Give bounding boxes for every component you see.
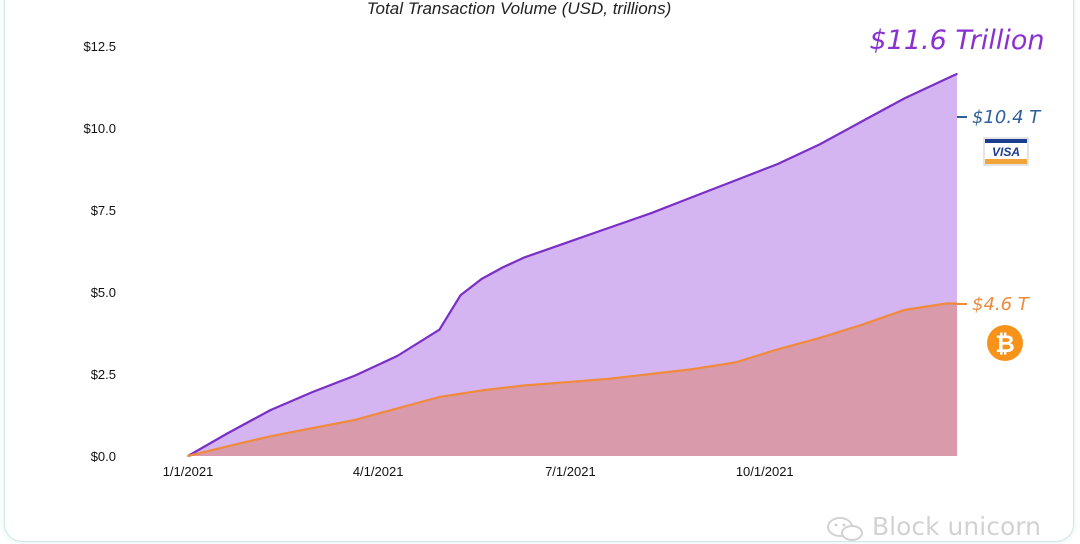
bitcoin-icon: ₿ [987,325,1023,361]
data-point-bitcoin [227,445,229,448]
data-point-bitcoin [354,419,356,421]
data-point-visa [818,143,821,146]
data-point-bitcoin [311,427,314,429]
y-tick-label: $0.0 [91,449,116,464]
data-point-bitcoin [649,373,652,375]
svg-text:VISA: VISA [992,145,1020,159]
data-point-visa [502,266,504,269]
y-tick-label: $2.5 [91,367,116,382]
data-point-visa [734,179,736,182]
x-tick-label: 7/1/2021 [545,464,596,479]
y-tick-label: $5.0 [91,285,116,300]
data-point-visa [565,242,567,244]
data-point-bitcoin [396,407,399,410]
data-point-bitcoin [945,302,948,305]
data-point-visa [269,409,272,411]
data-point-bitcoin [903,309,905,311]
y-tick-label: $10.0 [83,121,116,136]
data-point-visa [396,355,399,357]
data-point-visa [692,196,694,198]
series-area-bitcoin [188,303,957,456]
x-tick-label: 1/1/2021 [163,464,214,479]
data-point-visa [523,256,525,259]
visa-total-label: $11.6 Trillion [869,25,1044,56]
data-point-bitcoin [565,381,567,384]
x-tick-label: 10/1/2021 [736,464,794,479]
y-tick-label: $12.5 [83,39,116,54]
x-tick-label: 4/1/2021 [353,464,404,479]
visa-icon: VISA [983,137,1029,166]
visa-end-marker: $10.4 T [972,107,1042,128]
data-point-visa [861,120,863,123]
y-axis: $0.0 $2.5 $5.0 $7.5 $10.0 $12.5 [83,39,116,464]
data-point-visa [903,97,905,100]
data-point-visa [776,163,779,165]
data-point-visa [649,212,652,215]
data-point-bitcoin [734,361,736,364]
data-point-visa [438,328,441,331]
data-point-bitcoin [480,389,483,392]
chart-title: Total Transaction Volume (USD, trillions… [367,0,672,18]
data-point-visa [459,294,462,297]
data-point-bitcoin [269,435,272,438]
data-point-bitcoin [692,368,694,370]
data-point-bitcoin [187,455,189,457]
series-line-visa [187,72,958,457]
data-point-visa [945,78,948,80]
svg-text:₿: ₿ [995,330,1015,358]
data-point-bitcoin [861,324,863,326]
wechat-icon [827,517,863,541]
data-point-bitcoin [776,348,779,351]
data-point-visa [227,432,229,434]
data-point-visa [354,374,356,377]
watermark: Block unicorn [872,512,1041,541]
x-axis: 1/1/2021 4/1/2021 7/1/2021 10/1/2021 [163,464,794,479]
data-point-bitcoin [607,378,610,380]
y-tick-label: $7.5 [91,203,116,218]
data-point-visa [311,391,314,393]
data-point-visa [956,73,958,75]
data-point-bitcoin [818,337,821,339]
bitcoin-end-marker: $4.6 T [972,294,1031,315]
plot-area [187,72,958,458]
series-line-bitcoin [187,302,957,458]
data-point-visa [480,278,483,280]
data-point-bitcoin [438,396,441,398]
data-point-bitcoin [523,384,525,387]
data-point-visa [607,227,610,229]
